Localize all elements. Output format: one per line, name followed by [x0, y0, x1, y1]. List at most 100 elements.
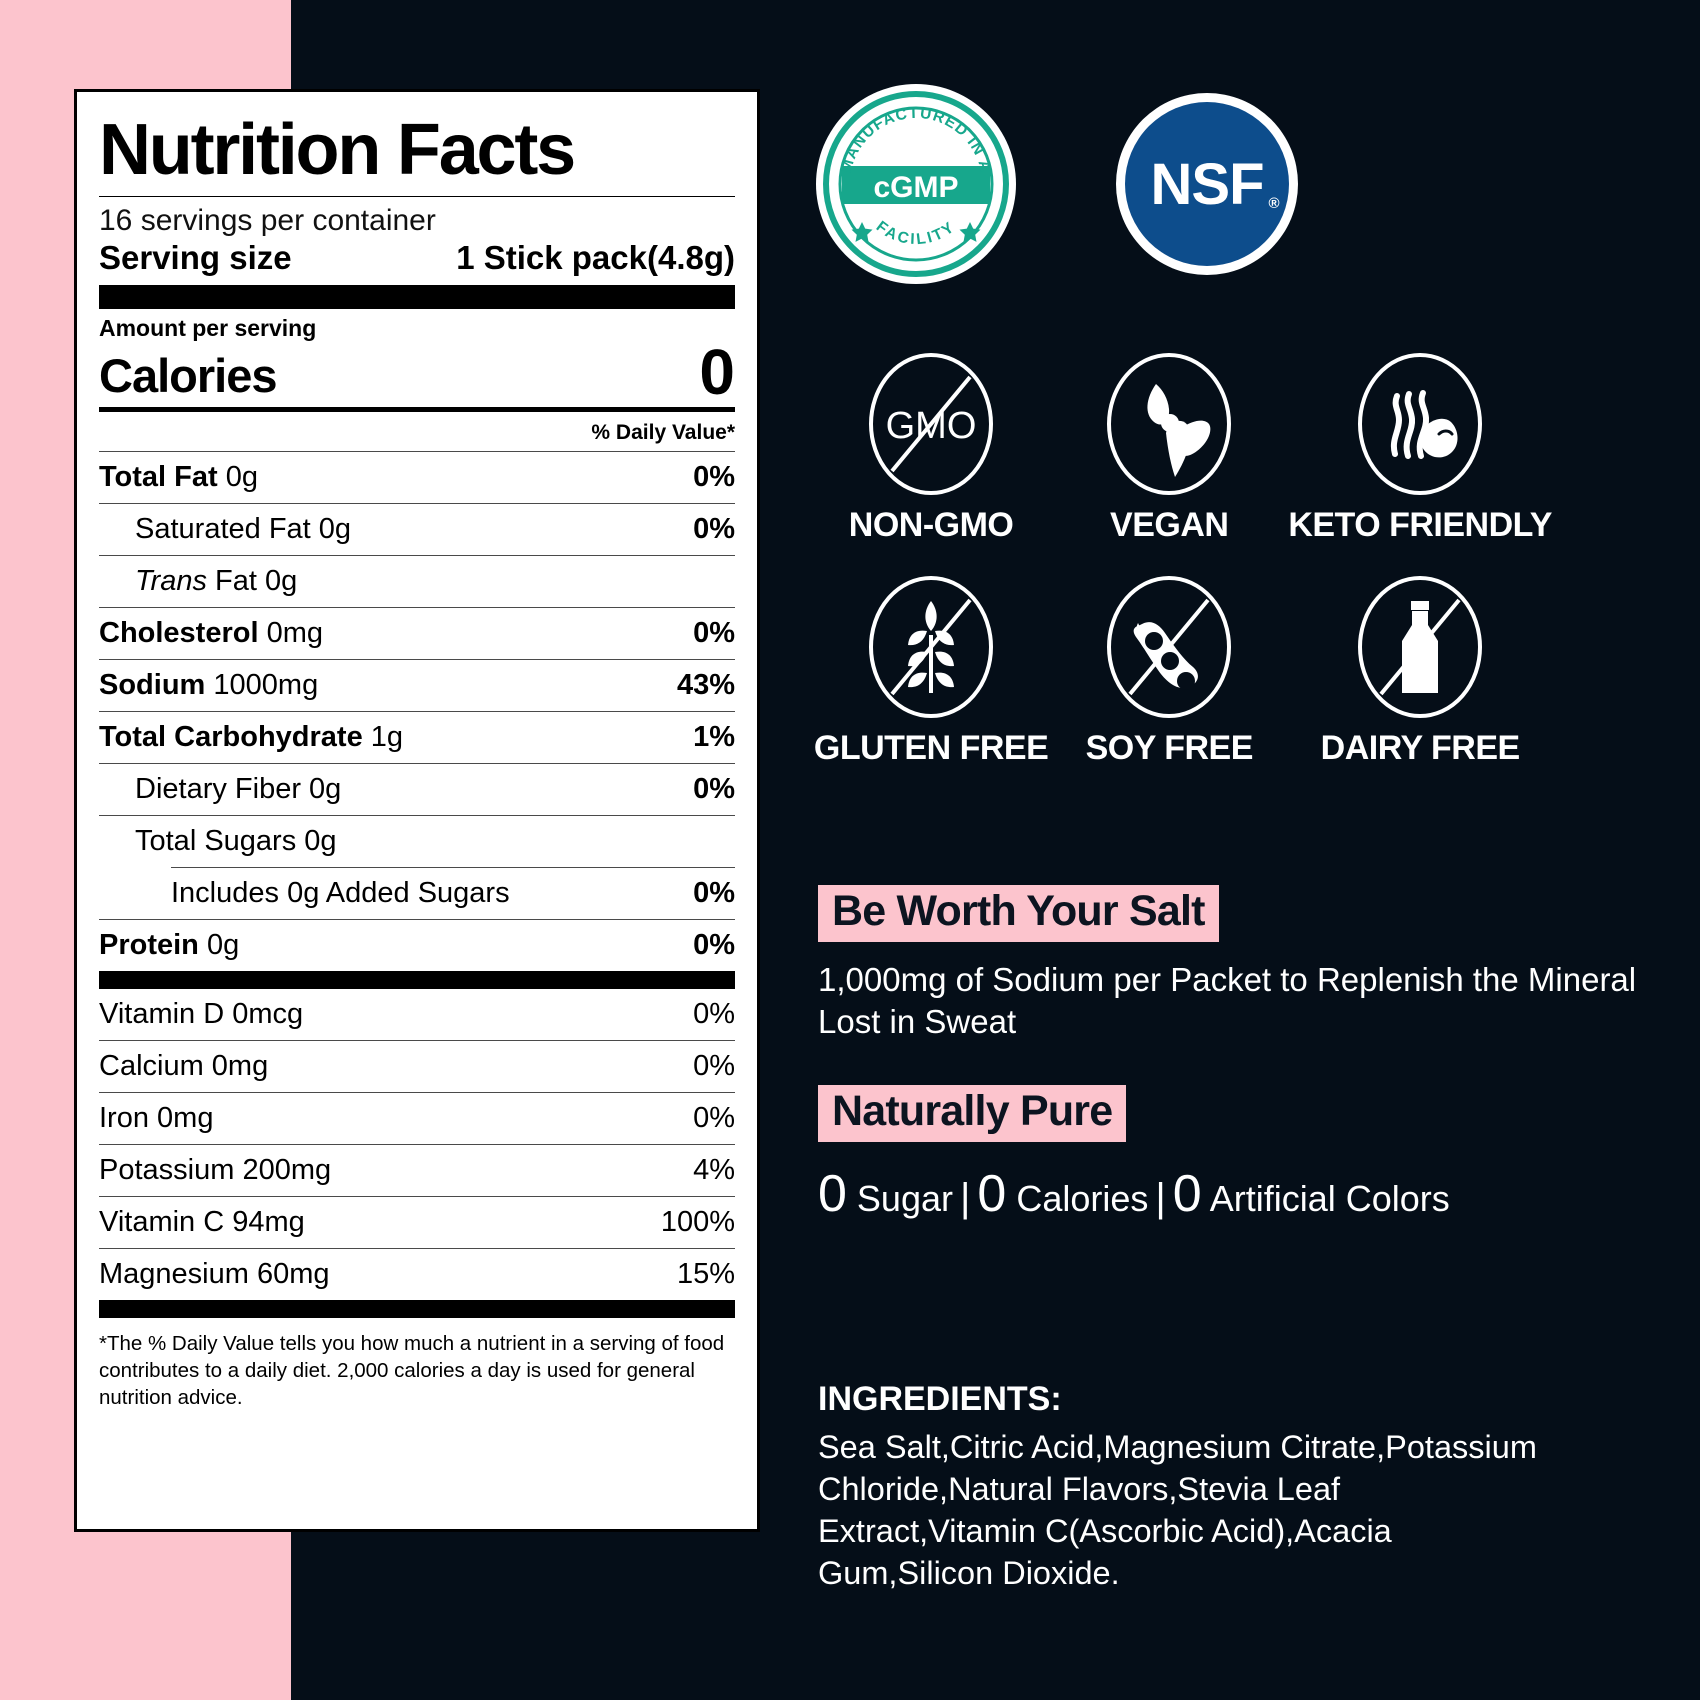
non-gmo-icon: GMO	[866, 350, 996, 498]
micronutrient-row: Potassium 200mg 4%	[99, 1145, 735, 1196]
nsf-badge: NSF ®	[1116, 93, 1298, 275]
diet-label: DAIRY FREE	[1320, 729, 1521, 767]
stat-word: Artificial Colors	[1201, 1178, 1450, 1219]
cgmp-badge: MANUFACTURED IN A FACILITY cGMP	[816, 84, 1016, 284]
nutrient-row: Includes 0g Added Sugars 0%	[99, 868, 735, 919]
micronutrient-rows: Vitamin D 0mcg 0% Calcium 0mg 0% Iron 0mg 0% P…	[99, 989, 735, 1300]
nutrient-label: Dietary Fiber 0g	[135, 772, 342, 805]
divider	[99, 814, 735, 816]
vegan-icon	[1104, 350, 1234, 498]
stat-number: 0	[1172, 1165, 1202, 1223]
nutrient-row: Saturated Fat 0g 0%	[99, 504, 735, 555]
ingredients-body: Sea Salt,Citric Acid,Magnesium Citrate,P…	[818, 1429, 1537, 1591]
micronutrient-row: Calcium 0mg 0%	[99, 1041, 735, 1092]
salt-body-text: 1,000mg of Sodium per Packet to Replenis…	[818, 961, 1637, 1041]
micronutrient-label: Iron 0mg	[99, 1101, 214, 1134]
nsf-label: NSF ®	[1150, 151, 1280, 217]
divider	[99, 450, 735, 452]
divider	[99, 918, 735, 920]
diet-badge-dairy-free: DAIRY FREE	[1288, 573, 1552, 768]
nutrient-row: Total Fat 0g 0%	[99, 452, 735, 503]
diet-label: VEGAN	[1110, 506, 1229, 544]
micronutrient-row: Iron 0mg 0%	[99, 1093, 735, 1144]
micronutrient-row: Magnesium 60mg 15%	[99, 1249, 735, 1300]
divider	[99, 1247, 735, 1249]
micronutrient-daily-value: 4%	[693, 1153, 735, 1186]
nutrition-facts-panel: Nutrition Facts 16 servings per containe…	[74, 89, 760, 1532]
divider-thick-3	[99, 1299, 735, 1318]
divider	[99, 554, 735, 556]
divider	[99, 1091, 735, 1093]
nutrient-daily-value: 43%	[676, 668, 735, 701]
diet-badge-gluten-free: GLUTEN FREE	[812, 573, 1050, 768]
nutrient-row: Total Carbohydrate 1g 1%	[99, 712, 735, 763]
nutrient-row: Sodium 1000mg 43%	[99, 660, 735, 711]
cgmp-seal-icon: MANUFACTURED IN A FACILITY cGMP	[820, 88, 1012, 280]
diet-badge-keto-friendly: KETO FRIENDLY	[1288, 350, 1552, 545]
diet-badge-non-gmo: GMO NON-GMO	[812, 350, 1050, 545]
micronutrient-label: Vitamin C 94mg	[99, 1205, 305, 1238]
ingredients-section: INGREDIENTS: Sea Salt,Citric Acid,Magnes…	[818, 1380, 1558, 1595]
serving-size-value: 1 Stick pack(4.8g)	[456, 239, 735, 276]
nutrient-label: Protein 0g	[99, 928, 240, 961]
svg-text:GMO: GMO	[886, 405, 977, 447]
stat-number: 0	[818, 1165, 847, 1223]
micronutrient-row: Vitamin C 94mg 100%	[99, 1197, 735, 1248]
divider	[99, 502, 735, 504]
salt-heading: Be Worth Your Salt	[818, 885, 1219, 942]
nutrient-row: Dietary Fiber 0g 0%	[99, 764, 735, 815]
nutrient-label: Sodium 1000mg	[99, 668, 319, 701]
nutrient-daily-value: 0%	[693, 928, 735, 961]
certification-badges: MANUFACTURED IN A FACILITY cGMP NSF ®	[816, 84, 1298, 284]
stat-number: 0	[977, 1165, 1007, 1223]
nutrient-label: Saturated Fat 0g	[135, 512, 352, 545]
nutrient-daily-value: 0%	[693, 772, 735, 805]
micronutrient-label: Magnesium 60mg	[99, 1257, 330, 1290]
be-worth-your-salt-section: Be Worth Your Salt 1,000mg of Sodium per…	[818, 885, 1672, 1043]
gluten-free-icon	[866, 573, 996, 721]
daily-value-footnote: *The % Daily Value tells you how much a …	[99, 1331, 725, 1409]
divider	[99, 606, 735, 608]
star-icon	[959, 222, 981, 242]
right-column: MANUFACTURED IN A FACILITY cGMP NSF ®	[812, 0, 1672, 1700]
page-title: Nutrition Facts	[99, 110, 576, 190]
diet-label: NON-GMO	[848, 506, 1014, 544]
svg-text:cGMP: cGMP	[873, 171, 958, 204]
soy-free-icon	[1104, 573, 1234, 721]
nutrient-label: Total Sugars 0g	[135, 824, 337, 857]
stat-separator: |	[960, 1176, 971, 1220]
diet-badge-soy-free: SOY FREE	[1050, 573, 1288, 768]
nutrient-rows: Total Fat 0g 0% Saturated Fat 0g 0% Trans Fa…	[99, 450, 735, 971]
micronutrient-daily-value: 100%	[660, 1205, 735, 1238]
keto-friendly-icon	[1355, 350, 1485, 498]
micronutrient-label: Calcium 0mg	[99, 1049, 269, 1082]
micronutrient-label: Vitamin D 0mcg	[99, 997, 304, 1030]
divider	[99, 658, 735, 660]
divider	[99, 1143, 735, 1145]
nutrient-label: Trans Fat 0g	[135, 564, 298, 597]
registered-mark-icon: ®	[1268, 194, 1279, 212]
serving-size-label: Serving size	[99, 239, 292, 276]
calories-label: Calories	[99, 348, 277, 402]
nutrient-label: Total Fat 0g	[99, 460, 259, 493]
calories-row: Calories 0	[99, 340, 735, 407]
nutrient-row: Total Sugars 0g	[99, 816, 735, 867]
stat-word: Calories	[1006, 1178, 1149, 1219]
nutrient-daily-value: 1%	[693, 720, 735, 753]
diet-label: GLUTEN FREE	[813, 729, 1049, 767]
divider	[99, 196, 735, 197]
naturally-pure-section: Naturally Pure 0 Sugar | 0 Calories | 0 Arti…	[818, 1085, 1450, 1224]
divider-thick-2	[99, 970, 735, 989]
ingredients-title: INGREDIENTS:	[818, 1380, 1062, 1418]
divider-thick	[99, 285, 735, 309]
micronutrient-daily-value: 0%	[693, 1101, 735, 1134]
nutrient-label: Total Carbohydrate 1g	[99, 720, 404, 753]
nutrient-label: Cholesterol 0mg	[99, 616, 324, 649]
divider	[99, 1195, 735, 1197]
diet-icon-grid: GMO NON-GMO VEGAN	[812, 350, 1552, 768]
nutrient-daily-value: 0%	[693, 876, 735, 909]
serving-size-row: Serving size 1 Stick pack(4.8g)	[99, 239, 735, 285]
daily-value-header: % Daily Value*	[591, 420, 735, 444]
diet-badge-vegan: VEGAN	[1050, 350, 1288, 545]
divider-medium	[99, 406, 735, 412]
